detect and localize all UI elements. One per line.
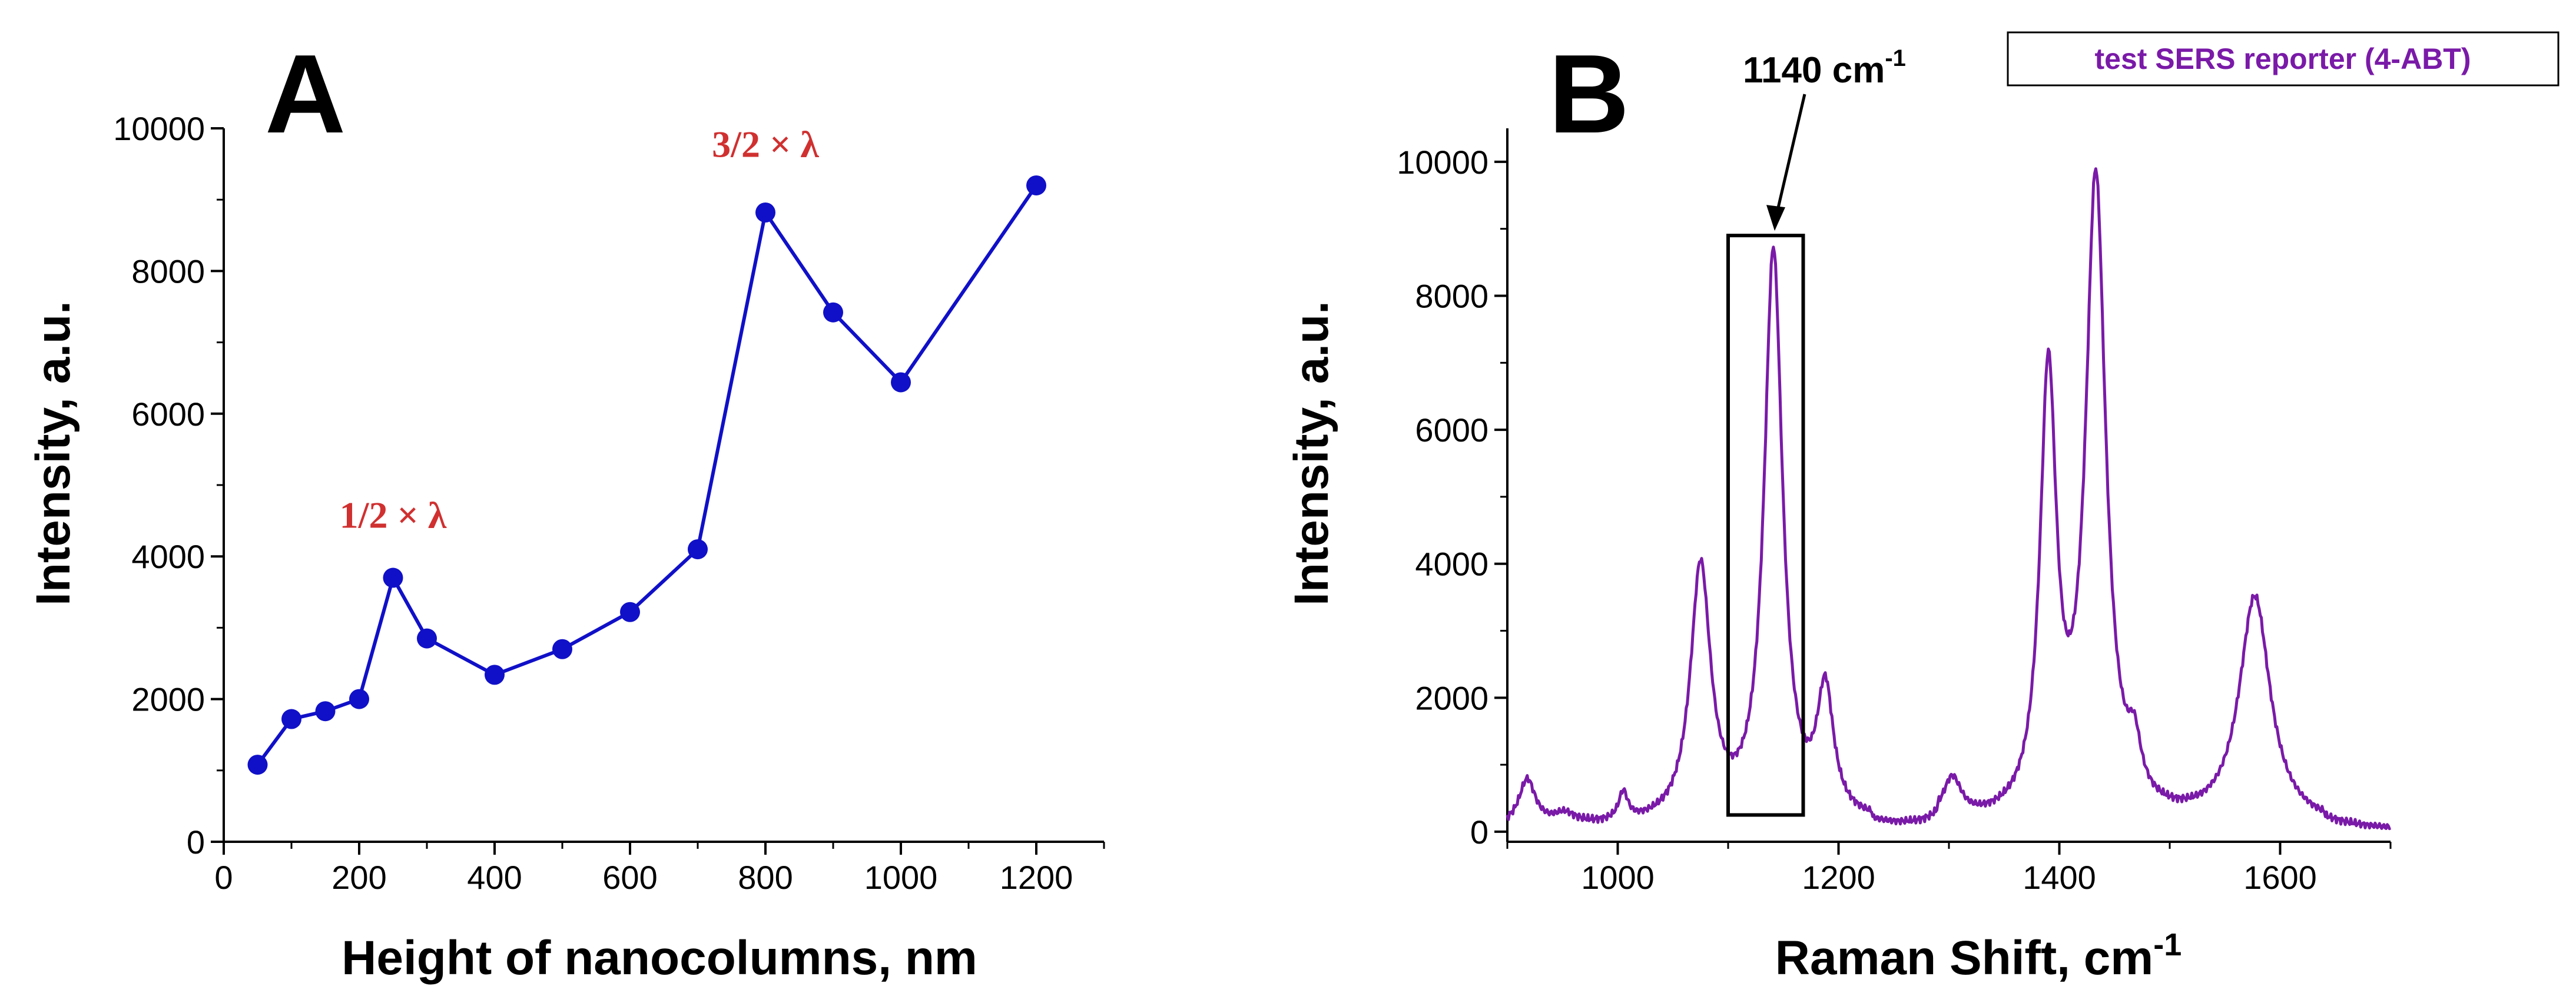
panel-b-y-tick-label: 6000 (1415, 411, 1488, 449)
panel-b-x-axis-title-superscript: -1 (2153, 927, 2182, 962)
panel-b-y-tick-label: 2000 (1415, 679, 1488, 716)
panel-b-peak-label-superscript: -1 (1885, 45, 1906, 71)
panel-b-peak-label: 1140 cm-1 (1743, 45, 1906, 91)
panel-b-y-tick-label: 8000 (1415, 278, 1488, 315)
panel-b-x-tick-label: 1400 (2023, 859, 2096, 896)
panel-a-data-point (281, 709, 301, 729)
panel-b-y-axis-title: Intensity, a.u. (1285, 301, 1338, 606)
panel-a-data-point (315, 701, 336, 722)
panel-b-legend-box (2007, 31, 2560, 87)
panel-a-y-tick-label: 6000 (131, 396, 205, 433)
panel-b-spectrum-line (1506, 167, 2392, 831)
panel-a-annotation: 1/2 × λ (340, 494, 447, 536)
panel-a-x-tick-label: 200 (331, 859, 386, 896)
panel-a-label: A (265, 32, 346, 157)
panel-a-data-point (620, 602, 640, 622)
panel-a-x-axis-title: Height of nanocolumns, nm (342, 931, 977, 985)
panel-a-y-tick-label: 0 (187, 824, 205, 861)
panel-a-x-tick-label: 800 (738, 859, 793, 896)
panel-a-data-point (552, 639, 572, 659)
panel-a-x-tick-label: 600 (602, 859, 657, 896)
panel-b-x-tick-label: 1200 (1802, 859, 1875, 896)
panel-b-peak-label-main: 1140 cm (1743, 50, 1885, 91)
panel-b-x-tick-label: 1000 (1581, 859, 1655, 896)
panel-a-data-point (349, 689, 369, 709)
panel-b-legend-text: test SERS reporter (4-ABT) (2095, 42, 2471, 75)
panel-b-highlight-box (1726, 234, 1805, 817)
panel-b-x-axis-title: Raman Shift, cm-1 (1775, 927, 2182, 985)
panel-b-label: B (1549, 32, 1629, 157)
panel-a-data-point (755, 202, 775, 223)
panel-a-y-axis-title: Intensity, a.u. (26, 301, 80, 606)
panel-a-y-tick-label: 4000 (131, 538, 205, 575)
panel-b-arrow-shaft (1774, 94, 1806, 218)
panel-b-x-tick-label: 1600 (2243, 859, 2317, 896)
panel-a-x-tick-label: 1000 (864, 859, 938, 896)
panel-a-data-point (688, 539, 708, 560)
panel-a-chart: A Intensity, a.u. Height of nanocolumns,… (26, 32, 1105, 985)
panel-a-x-tick-label: 0 (214, 859, 233, 896)
panel-a-y-tick-label: 10000 (113, 110, 205, 147)
panel-a-data-point (247, 755, 268, 775)
panel-a-data-point (417, 628, 437, 649)
panel-a-annotation: 3/2 × λ (712, 123, 819, 165)
panel-a-x-tick-label: 1200 (1000, 859, 1073, 896)
panel-a-data-point (485, 665, 505, 685)
panel-a-data-point (823, 302, 843, 323)
panel-b-x-axis-title-main: Raman Shift, cm (1775, 931, 2153, 985)
panel-a-data-point (891, 372, 911, 393)
panel-b-chart: B Intensity, a.u. Raman Shift, cm-1 0200… (1285, 31, 2560, 985)
panel-a-data-point (383, 567, 403, 588)
panel-b-y-tick-label: 0 (1470, 814, 1488, 851)
panel-b-arrow-head (1766, 205, 1785, 231)
panel-a-y-tick-label: 8000 (131, 253, 205, 290)
panel-a-data-point (1026, 175, 1046, 195)
panel-a-y-tick-label: 2000 (131, 681, 205, 718)
panel-b-y-tick-label: 10000 (1397, 144, 1488, 181)
panel-b-y-tick-label: 4000 (1415, 546, 1488, 583)
panel-a-x-tick-label: 400 (467, 859, 522, 896)
